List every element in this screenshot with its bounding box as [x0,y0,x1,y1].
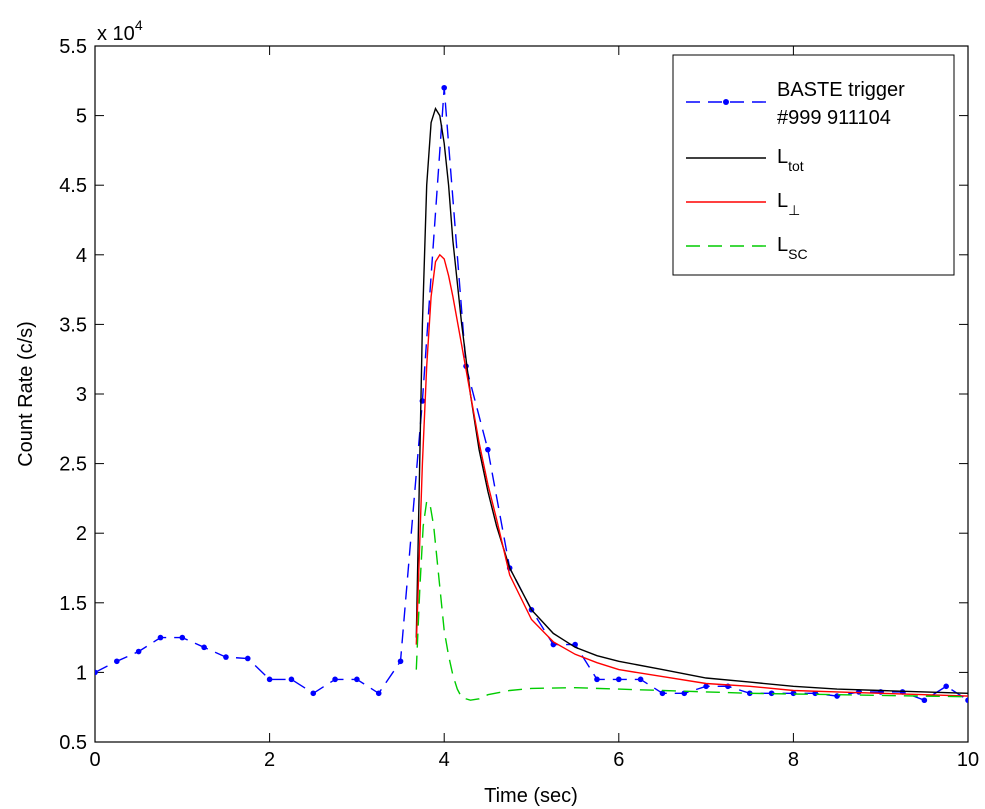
data-point-baste [114,658,120,665]
y-tick-label: 4 [76,245,87,267]
legend-label-lsc-sub: SC [788,246,807,262]
data-point-baste [201,644,207,651]
y-axis-exponent-base: x 10 [97,23,135,45]
legend-label-baste-line1: BASTE trigger [777,79,905,101]
series-line-lperp [415,253,968,697]
legend-box [672,54,955,276]
legend-label-lperp-main: L [777,190,788,212]
data-point-baste [703,683,709,690]
series-layer [95,84,968,704]
legend-label-lsc-main: L [777,234,788,256]
y-tick-label: 3.5 [59,314,87,336]
y-tick-label: 5.5 [59,36,87,58]
data-point-baste [266,676,273,683]
y-tick-label: 1.5 [59,593,87,615]
data-point-baste [659,690,666,697]
y-axis-ticks: 0.5 1 1.5 2 2.5 3 3.5 4 4.5 5 5.5 [59,36,968,754]
data-point-baste [485,446,491,453]
data-point-baste [157,634,164,641]
x-tick-label: 8 [788,749,799,771]
data-point-baste [441,84,448,91]
data-point-baste [768,690,775,697]
data-point-baste [746,690,753,697]
x-axis-label: Time (sec) [484,785,578,807]
data-point-baste [288,676,295,683]
data-point-baste [244,655,251,662]
y-tick-label: 2.5 [59,454,87,476]
x-tick-label: 2 [264,749,275,771]
x-tick-label: 10 [957,749,979,771]
data-point-baste [354,676,360,683]
legend-label-ltot-main: L [777,146,788,168]
data-point-baste [790,690,797,697]
series-line-lsc [415,499,968,701]
y-tick-label: 2 [76,523,87,545]
legend: BASTE trigger #999 911104 Ltot L⊥ LSC [672,54,955,276]
data-point-baste [616,676,622,683]
y-tick-label: 1 [76,662,87,684]
y-axis-label: Count Rate (c/s) [15,321,37,467]
legend-label-lperp-sub: ⊥ [788,202,800,218]
x-axis-ticks: 0 2 4 6 8 10 [89,46,979,771]
legend-label-lsc: LSC [777,234,808,262]
legend-label-ltot: Ltot [777,146,804,174]
legend-swatch-baste-marker [723,99,729,105]
data-point-baste [135,648,142,655]
y-tick-label: 4.5 [59,175,87,197]
data-point-baste [332,676,338,683]
y-axis-exponent-power: 4 [135,17,143,33]
data-point-baste [594,676,600,683]
data-point-baste [637,676,644,683]
data-point-baste [95,669,98,676]
data-point-baste [965,697,968,704]
legend-label-lperp: L⊥ [777,190,800,218]
data-point-baste [375,690,382,697]
x-tick-label: 4 [439,749,450,771]
x-tick-label: 0 [89,749,100,771]
data-point-baste [397,658,404,665]
data-point-baste [223,654,229,660]
data-point-baste [943,683,949,690]
y-tick-label: 0.5 [59,732,87,754]
data-point-baste [179,634,186,641]
x-tick-label: 6 [613,749,624,771]
data-point-baste [310,690,317,697]
legend-label-baste-line2: #999 911104 [777,107,891,129]
legend-label-ltot-sub: tot [788,158,804,174]
y-tick-label: 5 [76,106,87,128]
y-tick-label: 3 [76,384,87,406]
y-axis-exponent: x 104 [97,17,143,45]
data-point-baste [921,697,928,704]
